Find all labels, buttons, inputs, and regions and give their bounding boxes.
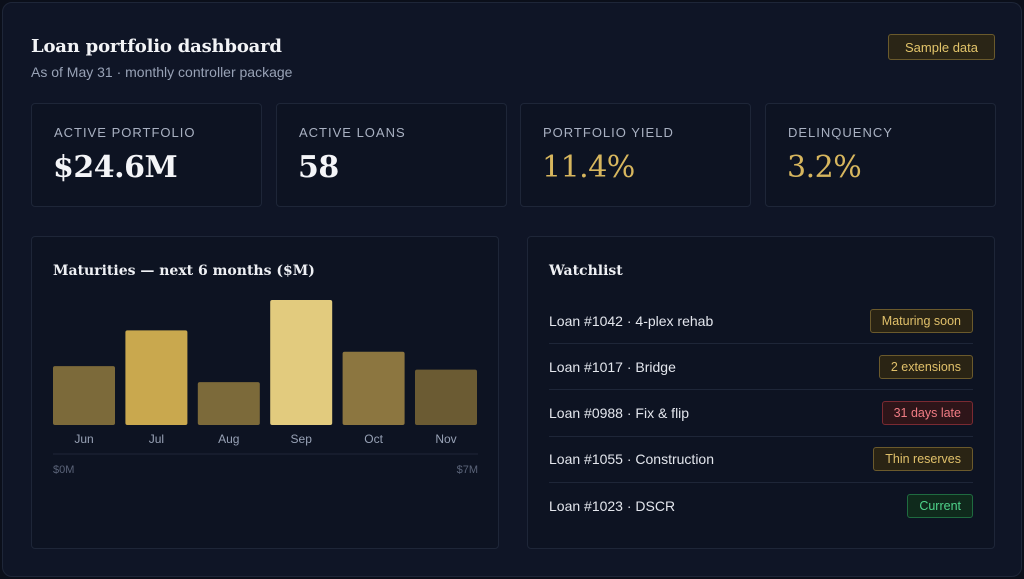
status-badge: Thin reserves	[873, 447, 973, 472]
kpi-value: 11.4%	[542, 150, 635, 185]
status-badge: Maturing soon	[869, 308, 973, 333]
loan-name: Loan #1042 · 4-plex rehab	[549, 312, 714, 329]
status-badge: 2 extensions	[878, 354, 973, 379]
watchlist-row[interactable]: Loan #1055 · Construction Thin reserves	[549, 437, 973, 483]
maturities-chart-panel: Maturities — next 6 months ($M) Jun Jul Au…	[31, 236, 499, 549]
bar-aug	[197, 382, 260, 425]
loan-name: Loan #1023 · DSCR	[549, 498, 676, 515]
kpi-value: 58	[298, 150, 339, 185]
bar-jun	[53, 366, 115, 425]
kpi-card-active-portfolio: ACTIVE PORTFOLIO $24.6M	[31, 103, 262, 207]
sample-data-badge: Sample data	[888, 34, 995, 60]
x-tick-label: Aug	[218, 432, 239, 446]
page-title: Loan portfolio dashboard	[31, 36, 282, 57]
kpi-value: $24.6M	[53, 150, 178, 185]
kpi-label: PORTFOLIO YIELD	[543, 125, 674, 140]
x-tick-label: Oct	[364, 432, 383, 446]
watchlist-title: Watchlist	[549, 263, 623, 279]
x-tick-label: Sep	[291, 432, 313, 446]
bar-jul	[125, 330, 188, 425]
loan-name: Loan #0988 · Fix & flip	[549, 405, 690, 422]
watchlist-row[interactable]: Loan #0988 · Fix & flip 31 days late	[549, 391, 973, 437]
bar-nov	[415, 369, 477, 425]
maturities-bar-chart: Jun Jul Aug Sep Oct Nov $0M $7M	[53, 300, 478, 476]
kpi-card-active-loans: ACTIVE LOANS 58	[276, 103, 507, 207]
kpi-label: DELINQUENCY	[788, 125, 893, 140]
page-subtitle: As of May 31 · monthly controller packag…	[31, 64, 293, 80]
watchlist-panel: Watchlist Loan #1042 · 4-plex rehab Matur…	[527, 236, 995, 549]
x-tick-label: Jul	[149, 432, 164, 446]
kpi-card-portfolio-yield: PORTFOLIO YIELD 11.4%	[520, 103, 751, 207]
status-badge: Current	[907, 494, 973, 519]
axis-min-label: $0M	[53, 464, 74, 476]
axis-max-label: $7M	[457, 464, 478, 476]
chart-title: Maturities — next 6 months ($M)	[53, 263, 315, 279]
kpi-label: ACTIVE LOANS	[299, 125, 406, 140]
watchlist-row[interactable]: Loan #1017 · Bridge 2 extensions	[549, 344, 973, 391]
watchlist-row[interactable]: Loan #1023 · DSCR Current	[549, 483, 973, 529]
kpi-card-delinquency: DELINQUENCY 3.2%	[765, 103, 996, 207]
x-tick-label: Nov	[435, 432, 456, 446]
bar-oct	[342, 351, 405, 425]
watchlist-row[interactable]: Loan #1042 · 4-plex rehab Maturing soon	[549, 298, 973, 344]
status-badge: 31 days late	[881, 401, 973, 426]
x-tick-label: Jun	[74, 432, 93, 446]
loan-name: Loan #1017 · Bridge	[549, 358, 676, 375]
kpi-label: ACTIVE PORTFOLIO	[54, 125, 196, 140]
kpi-value: 3.2%	[787, 150, 862, 185]
loan-name: Loan #1055 · Construction	[549, 451, 714, 468]
bar-sep	[270, 300, 333, 425]
